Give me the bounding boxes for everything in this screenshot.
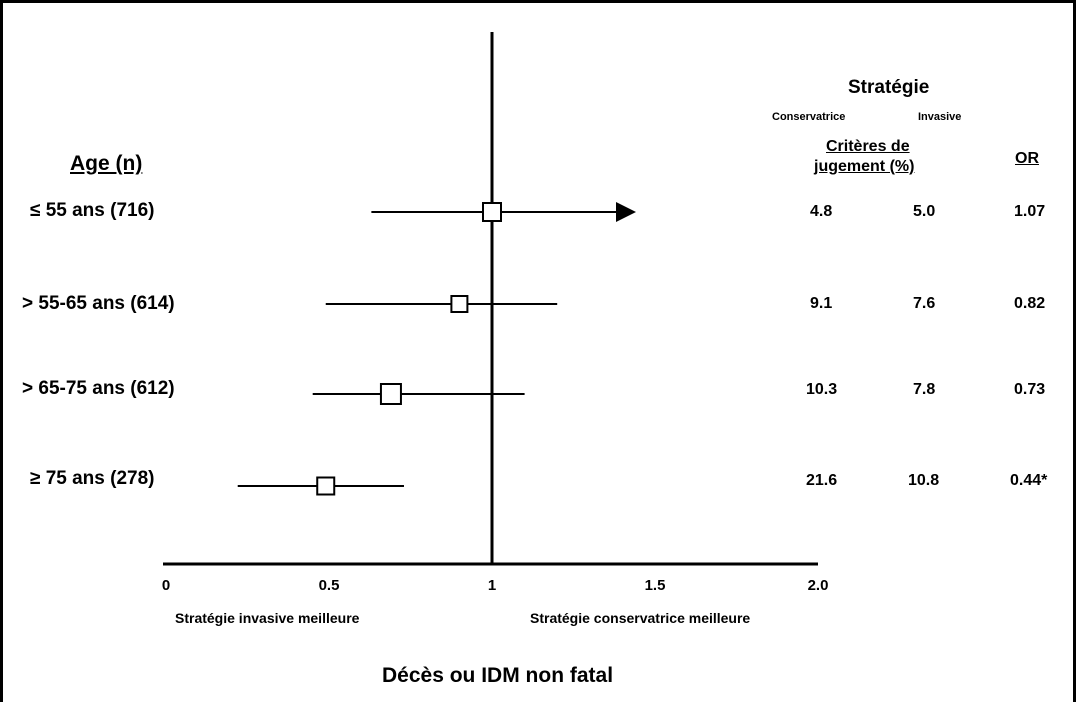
x-tick-label: 1 <box>488 577 496 594</box>
x-tick-label: 0.5 <box>319 577 340 594</box>
x-axis-right-label: Stratégie conservatrice meilleure <box>530 610 751 626</box>
row-label: ≤ 55 ans (716) <box>30 200 155 221</box>
invasive-value: 10.8 <box>908 472 940 489</box>
or-value: 1.07 <box>1014 203 1046 220</box>
ci-arrow <box>616 202 636 222</box>
or-value: 0.73 <box>1014 381 1046 398</box>
conservative-column-header: Conservatrice <box>772 111 846 123</box>
criteria-header-line1: Critères de <box>826 138 910 155</box>
point-estimate-box <box>450 295 469 313</box>
strategy-header: Stratégie <box>848 77 930 98</box>
or-value: 0.82 <box>1014 295 1046 312</box>
invasive-value: 7.8 <box>913 381 936 398</box>
conservative-value: 4.8 <box>810 203 833 220</box>
point-estimate-box <box>482 202 502 222</box>
x-tick-label: 1.5 <box>645 577 666 594</box>
x-axis-left-label: Stratégie invasive meilleure <box>175 610 360 626</box>
or-header: OR <box>1015 150 1039 167</box>
point-estimate-box <box>316 476 336 496</box>
conservative-value: 9.1 <box>810 295 833 312</box>
row-label: > 65-75 ans (612) <box>22 378 175 399</box>
age-group-header: Age (n) <box>70 152 143 175</box>
x-tick-label: 0 <box>162 577 170 594</box>
invasive-value: 5.0 <box>913 203 936 220</box>
or-value: 0.44* <box>1010 472 1048 489</box>
invasive-column-header: Invasive <box>918 111 962 123</box>
row-label: ≥ 75 ans (278) <box>30 468 155 489</box>
row-label: > 55-65 ans (614) <box>22 293 175 314</box>
conservative-value: 21.6 <box>806 472 838 489</box>
criteria-header-line2: jugement (%) <box>814 158 915 175</box>
conservative-value: 10.3 <box>806 381 838 398</box>
chart-title: Décès ou IDM non fatal <box>382 664 614 687</box>
x-tick-label: 2.0 <box>808 577 829 594</box>
point-estimate-box <box>379 383 402 405</box>
invasive-value: 7.6 <box>913 295 936 312</box>
